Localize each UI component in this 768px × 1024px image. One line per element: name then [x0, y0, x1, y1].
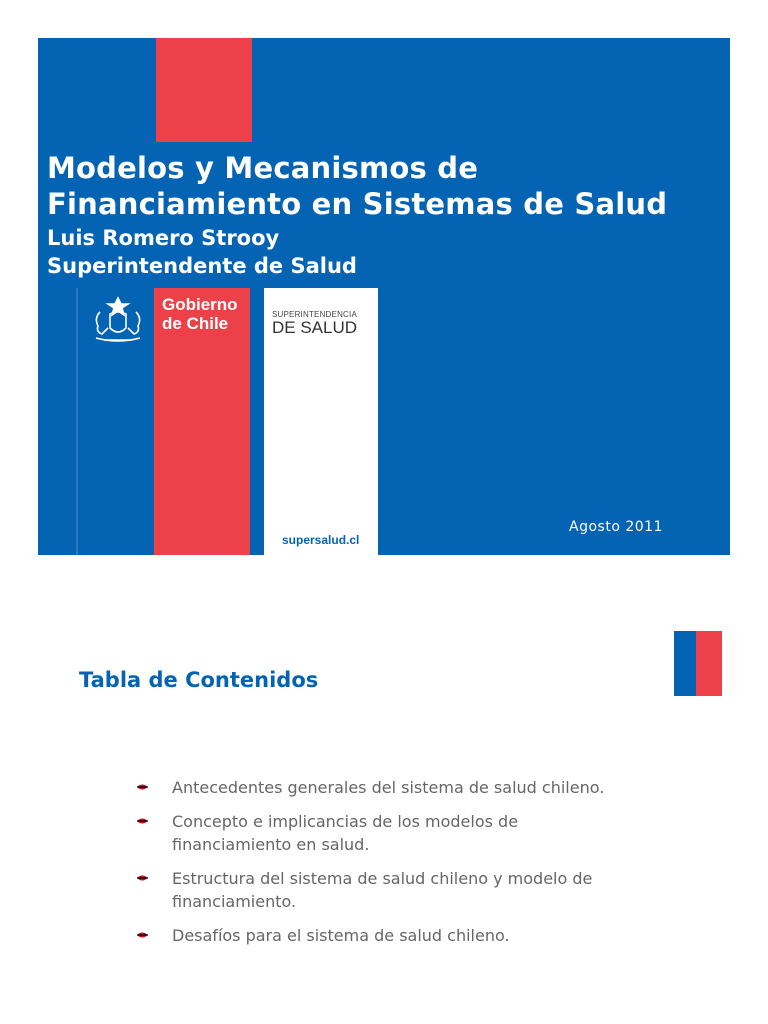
- gov-red-panel: [154, 288, 250, 555]
- superintendencia-label: SUPERINTENDENCIA: [272, 310, 357, 319]
- gov-logo-line-1: Gobierno: [162, 295, 238, 314]
- toc-item-text: Desafíos para el sistema de salud chilen…: [172, 926, 510, 945]
- toc-item: Estructura del sistema de salud chileno …: [136, 867, 606, 913]
- presentation-date: Agosto 2011: [569, 519, 663, 535]
- title-line-2: Financiamiento en Sistemas de Salud: [47, 187, 668, 221]
- toc-title: Tabla de Contenidos: [79, 668, 319, 692]
- de-salud-label: DE SALUD: [272, 318, 358, 337]
- toc-item-text: Concepto e implicancias de los modelos d…: [172, 812, 519, 854]
- arrow-bullet-icon: [137, 818, 148, 824]
- gov-logo-line-2: de Chile: [162, 314, 229, 333]
- toc-item: Antecedentes generales del sistema de sa…: [136, 776, 606, 799]
- flag-red-part: [696, 631, 722, 696]
- flag-blue-part: [674, 631, 696, 696]
- toc-item: Concepto e implicancias de los modelos d…: [136, 810, 606, 856]
- coat-of-arms-icon: [95, 296, 141, 342]
- arrow-bullet-icon: [137, 784, 148, 790]
- gov-blue-panel: [76, 288, 154, 555]
- author-name: Luis Romero Strooy: [47, 226, 280, 250]
- gobierno-de-chile-logo: Gobierno de Chile: [76, 288, 252, 555]
- presentation-title: Modelos y Mecanismos de Financiamiento e…: [47, 150, 667, 222]
- gov-logo-text: Gobierno de Chile: [162, 295, 238, 333]
- title-slide: Modelos y Mecanismos de Financiamiento e…: [38, 38, 730, 555]
- arrow-bullet-icon: [137, 875, 148, 881]
- chile-flag-icon: [674, 631, 722, 696]
- author-block: Luis Romero Strooy Superintendente de Sa…: [47, 224, 357, 280]
- superintendencia-logo: SUPERINTENDENCIA DE SALUD supersalud.cl: [264, 288, 378, 555]
- author-role: Superintendente de Salud: [47, 254, 357, 278]
- supersalud-url: supersalud.cl: [282, 533, 360, 547]
- toc-item-text: Antecedentes generales del sistema de sa…: [172, 778, 605, 797]
- red-stripe-top: [156, 38, 252, 142]
- arrow-bullet-icon: [137, 932, 148, 938]
- toc-item-text: Estructura del sistema de salud chileno …: [172, 869, 593, 911]
- title-line-1: Modelos y Mecanismos de: [47, 151, 479, 185]
- toc-list: Antecedentes generales del sistema de sa…: [136, 776, 606, 958]
- toc-item: Desafíos para el sistema de salud chilen…: [136, 924, 606, 947]
